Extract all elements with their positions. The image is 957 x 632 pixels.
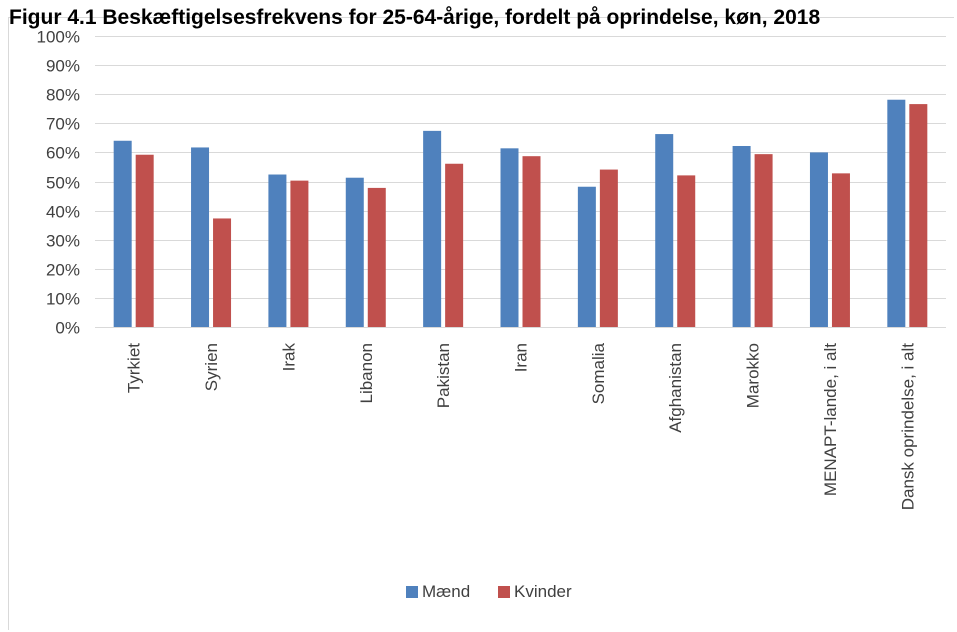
bar-kvinder xyxy=(677,175,696,327)
bar-kvinder xyxy=(831,173,850,327)
y-tick-label: 60% xyxy=(46,144,80,163)
bar-kvinder xyxy=(135,154,154,327)
x-axis-ticks: Tyrkiet Syrien Irak Libanon Pakistan Iran Soma… xyxy=(125,342,918,510)
x-tick-label: Somalia xyxy=(589,342,608,404)
bar-kvinder xyxy=(522,156,541,327)
x-tick-label: Tyrkiet xyxy=(125,343,144,393)
bar-maend xyxy=(809,152,828,327)
gridlines xyxy=(95,36,946,328)
y-axis-ticks: 0% 10% 20% 30% 40% 50% 60% 70% 80% 90% 100% xyxy=(37,28,80,338)
bar-kvinder xyxy=(754,154,773,327)
chart-title: Figur 4.1 Beskæftigelsesfrekvens for 25-… xyxy=(9,6,821,29)
x-tick-label: Marokko xyxy=(744,343,763,408)
bar-maend xyxy=(191,147,210,327)
bar-kvinder xyxy=(213,218,232,327)
bar-maend xyxy=(577,186,596,327)
bars xyxy=(113,99,928,328)
bar-kvinder xyxy=(599,169,618,327)
y-tick-label: 90% xyxy=(46,57,80,76)
bar-maend xyxy=(732,145,751,327)
legend-label: Kvinder xyxy=(514,582,572,601)
x-tick-label: Pakistan xyxy=(434,343,453,408)
x-tick-label: Libanon xyxy=(357,343,376,404)
y-tick-label: 30% xyxy=(46,232,80,251)
bar-kvinder xyxy=(367,187,386,327)
x-tick-label: Syrien xyxy=(202,343,221,391)
bar-maend xyxy=(268,174,287,327)
bar-maend xyxy=(887,99,906,327)
x-tick-label: Dansk oprindelse, i alt xyxy=(898,343,917,511)
x-tick-label: Iran xyxy=(512,343,531,372)
legend-swatch xyxy=(498,586,510,598)
x-tick-label: Irak xyxy=(279,343,298,372)
x-tick-label: Afghanistan xyxy=(666,343,685,433)
y-tick-label: 70% xyxy=(46,115,80,134)
bar-maend xyxy=(345,177,364,327)
y-tick-label: 0% xyxy=(55,319,80,338)
bar-kvinder xyxy=(909,104,928,328)
y-tick-label: 50% xyxy=(46,174,80,193)
legend: Mænd Kvinder xyxy=(406,582,572,601)
bar-maend xyxy=(113,140,132,327)
y-tick-label: 80% xyxy=(46,86,80,105)
y-tick-label: 20% xyxy=(46,261,80,280)
legend-swatch xyxy=(406,586,418,598)
legend-label: Mænd xyxy=(422,582,470,601)
bar-maend xyxy=(500,148,519,327)
bar-kvinder xyxy=(445,163,464,327)
bar-kvinder xyxy=(290,180,309,327)
chart-frame: Figur 4.1 Beskæftigelsesfrekvens for 25-… xyxy=(8,6,954,630)
bar-maend xyxy=(655,134,674,327)
bar-maend xyxy=(423,130,442,327)
y-tick-label: 40% xyxy=(46,203,80,222)
x-tick-label: MENAPT-lande, i alt xyxy=(821,343,840,496)
y-tick-label: 10% xyxy=(46,290,80,309)
y-tick-label: 100% xyxy=(37,28,80,47)
